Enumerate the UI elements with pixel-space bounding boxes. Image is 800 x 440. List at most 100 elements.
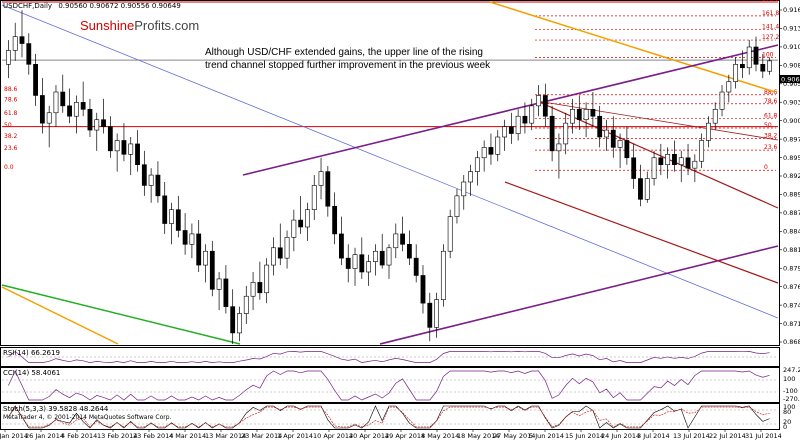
candle-body-60 xyxy=(413,257,419,276)
candle-body-75 xyxy=(515,115,521,134)
candle-body-47 xyxy=(325,171,331,207)
candle-body-4 xyxy=(33,64,38,96)
candle-body-51 xyxy=(352,254,358,269)
price-tick-label-11: 0.88725 xyxy=(783,209,800,217)
fibonacci-levels: 173.2 161.8 141.4 127.2 100 88.6 78.6 61.8 50 38.… xyxy=(4,0,779,171)
symbol-label: USDCHF,Daily xyxy=(3,2,52,10)
price-tick-label-12: 0.88460 xyxy=(783,228,800,236)
candle-body-93 xyxy=(638,178,643,200)
fib-extension-label-0: 173.2 xyxy=(762,0,779,3)
candle-body-88 xyxy=(604,129,609,138)
candle-body-24 xyxy=(169,209,174,224)
time-tick-label-7: 23 Mar 2014 xyxy=(241,432,282,440)
candle-body-76 xyxy=(522,115,528,124)
fib-extension-label-1: 161.8 xyxy=(762,10,779,17)
candle-body-6 xyxy=(46,112,52,124)
candle-body-52 xyxy=(359,254,365,273)
candle-body-22 xyxy=(155,174,161,197)
stoch-axis-label-3: 0 xyxy=(783,423,787,431)
candle-body-34 xyxy=(237,313,242,334)
candle-body-63 xyxy=(434,299,439,328)
cci-axis-label-1: 100 xyxy=(783,375,795,383)
candle-body-31 xyxy=(216,278,222,290)
candle-body-94 xyxy=(644,178,650,200)
candle-body-50 xyxy=(345,257,351,269)
candle-body-42 xyxy=(291,219,297,238)
candle-body-87 xyxy=(597,115,603,138)
candle-body-74 xyxy=(508,126,514,134)
rising-channel-upper xyxy=(242,44,779,176)
candle-body-66 xyxy=(454,195,460,217)
price-tick-label-10: 0.88985 xyxy=(783,191,800,199)
candle-body-79 xyxy=(542,95,548,117)
fib-retracement-label-5: 23.6 xyxy=(764,144,778,151)
candle-body-0 xyxy=(5,50,11,65)
candle-body-20 xyxy=(141,164,147,186)
candle-body-36 xyxy=(250,282,256,297)
candle-body-49 xyxy=(339,233,344,259)
price-tick-label-0: 0.91625 xyxy=(783,6,800,14)
candle-body-39 xyxy=(271,247,276,266)
candle-body-48 xyxy=(332,205,338,235)
indicator-lines xyxy=(2,350,778,429)
candle-body-19 xyxy=(135,143,140,165)
candle-body-81 xyxy=(556,143,562,152)
candle-body-104 xyxy=(712,109,718,124)
stoch-main-line xyxy=(8,405,770,429)
candle-body-56 xyxy=(386,247,392,266)
candle-body-77 xyxy=(529,105,535,124)
candle-body-23 xyxy=(162,195,168,224)
candle-body-33 xyxy=(230,306,236,334)
time-tick-label-12: 8 May 2014 xyxy=(421,432,459,440)
fib-left-label-2: 61.8 xyxy=(4,110,18,117)
candle-body-89 xyxy=(610,129,616,148)
candle-body-9 xyxy=(67,105,72,117)
fib-retracement-label-2: 61.8 xyxy=(764,112,778,119)
candle-body-73 xyxy=(502,126,507,138)
candle-body-84 xyxy=(576,109,582,120)
time-tick-label-21: 31 Jul 2014 xyxy=(745,432,782,440)
time-tick-label-17: 24 Jun 2014 xyxy=(601,432,640,440)
candle-body-25 xyxy=(175,209,181,231)
candle-body-92 xyxy=(631,157,637,179)
candle-body-90 xyxy=(617,140,623,148)
price-tick-label-7: 0.89780 xyxy=(783,135,800,143)
price-tick-label-3: 0.90835 xyxy=(783,62,800,70)
fib-retracement-label-0: 88.6 xyxy=(764,89,778,96)
current-price-tag: 0.90649 xyxy=(781,76,800,84)
candle-body-98 xyxy=(672,154,677,165)
rsi-line xyxy=(8,350,770,363)
candle-body-112 xyxy=(767,60,773,72)
indicator-axis: 247.2055100-100-270.757510080200 xyxy=(783,366,800,431)
fib-left-label-3: 50 xyxy=(4,122,12,129)
fib-left-label-0: 88.6 xyxy=(4,86,18,93)
rising-channel-lower xyxy=(379,245,779,345)
candle-body-12 xyxy=(87,109,93,131)
candle-body-61 xyxy=(420,275,426,304)
candle-body-71 xyxy=(488,147,494,155)
candlestick-series xyxy=(5,10,773,344)
annotation-line2: trend channel stopped further improvemen… xyxy=(205,60,491,71)
candle-body-64 xyxy=(440,250,446,300)
candle-body-40 xyxy=(277,247,283,259)
candle-body-68 xyxy=(468,171,473,183)
candle-body-85 xyxy=(583,109,589,120)
time-tick-label-3: 13 Feb 2014 xyxy=(97,432,137,440)
candle-body-70 xyxy=(481,147,487,159)
candle-body-26 xyxy=(182,230,188,245)
price-tick-label-18: 0.86880 xyxy=(783,338,800,346)
time-tick-label-6: 13 Mar 2014 xyxy=(205,432,246,440)
candle-body-107 xyxy=(733,64,739,82)
price-tick-label-6: 0.90040 xyxy=(783,117,800,125)
ohlc-label: 0.90560 0.90672 0.90556 0.90649 xyxy=(58,2,180,10)
candle-body-67 xyxy=(461,181,467,197)
brand-logo: SunshineProfits.com xyxy=(80,18,199,33)
falling-channel-middle xyxy=(536,100,779,141)
price-tick-label-17: 0.87140 xyxy=(783,320,800,328)
candle-body-106 xyxy=(726,81,732,93)
price-tick-label-13: 0.88195 xyxy=(783,246,800,254)
price-tick-label-14: 0.87935 xyxy=(783,264,800,272)
candle-body-99 xyxy=(678,157,684,165)
fib-extension-label-2: 141.4 xyxy=(762,24,779,31)
candle-body-101 xyxy=(692,160,698,169)
